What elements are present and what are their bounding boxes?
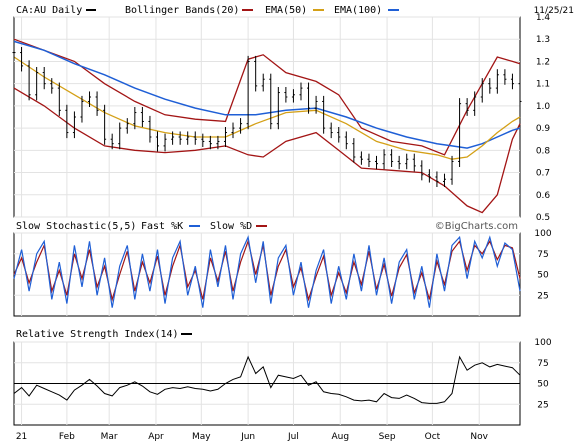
stochastic-y-tick-label: 25 <box>537 291 548 301</box>
legend-ema50: EMA(50) <box>265 5 307 16</box>
price-panel-frame <box>13 16 521 218</box>
x-axis-label: Oct <box>425 432 441 442</box>
chart-date: 11/25/21 <box>534 6 574 16</box>
rsi-title: Relative Strength Index(14) <box>16 329 179 340</box>
rsi-line <box>13 355 521 404</box>
rsi-line-group <box>13 355 521 404</box>
stochastic-y-tick-label: 75 <box>537 250 548 260</box>
price-grid <box>14 16 520 218</box>
price-y-tick-label: 0.9 <box>536 124 551 134</box>
rsi-y-tick-label: 50 <box>537 380 549 390</box>
price-y-tick-label: 1.2 <box>536 57 550 67</box>
price-y-tick-label: 1.0 <box>536 102 551 112</box>
x-axis-label: Jun <box>240 432 255 442</box>
price-bars <box>12 47 522 187</box>
price-y-ticks: 1.4 1.3 1.2 1.1 1.0 0.9 0.8 0.7 0.6 0.5 <box>536 13 551 223</box>
x-axis-label: Feb <box>59 432 75 442</box>
price-y-tick-label: 1.1 <box>536 80 550 90</box>
legend-bollinger: Bollinger Bands(20) <box>125 5 239 16</box>
x-axis-label: Apr <box>148 432 164 442</box>
rsi-y-tick-label: 75 <box>537 359 548 369</box>
stochastic-y-tick-label: 50 <box>537 271 549 281</box>
price-y-tick-label: 1.4 <box>536 13 551 23</box>
price-title: CA:AU Daily <box>16 5 82 16</box>
legend-ema100: EMA(100) <box>334 5 382 16</box>
price-y-tick-label: 0.8 <box>536 146 551 156</box>
brand-watermark: ©BigCharts.com <box>435 221 518 232</box>
stochastic-lines <box>13 235 521 308</box>
price-y-tick-label: 0.5 <box>536 213 550 223</box>
x-axis-label: Mar <box>101 432 118 442</box>
x-axis-label: Aug <box>331 432 349 442</box>
fast-k-line <box>13 235 521 308</box>
legend-slow-d: Slow %D <box>210 221 252 232</box>
stochastic-y-tick-label: 100 <box>534 229 551 239</box>
x-axis-labels: 21 Feb Mar Apr May Jun Jul Aug Sep Oct Nov <box>16 432 489 442</box>
price-y-tick-label: 0.6 <box>536 191 551 201</box>
price-y-tick-label: 0.7 <box>536 169 550 179</box>
rsi-y-tick-label: 25 <box>537 400 548 410</box>
stochastic-y-ticks: 100 75 50 25 <box>534 229 551 301</box>
rsi-y-tick-label: 100 <box>534 338 551 348</box>
price-y-tick-label: 1.3 <box>536 35 550 45</box>
legend-fast-k: Fast %K <box>141 221 183 232</box>
x-axis-label: 21 <box>16 432 27 442</box>
x-axis-label: Jul <box>287 432 299 442</box>
stochastic-title: Slow Stochastic(5,5) <box>16 221 136 232</box>
x-axis-label: Sep <box>379 432 396 442</box>
x-axis-label: May <box>192 432 211 442</box>
x-axis-label: Nov <box>470 432 488 442</box>
rsi-y-ticks: 100 75 50 25 <box>534 338 551 410</box>
